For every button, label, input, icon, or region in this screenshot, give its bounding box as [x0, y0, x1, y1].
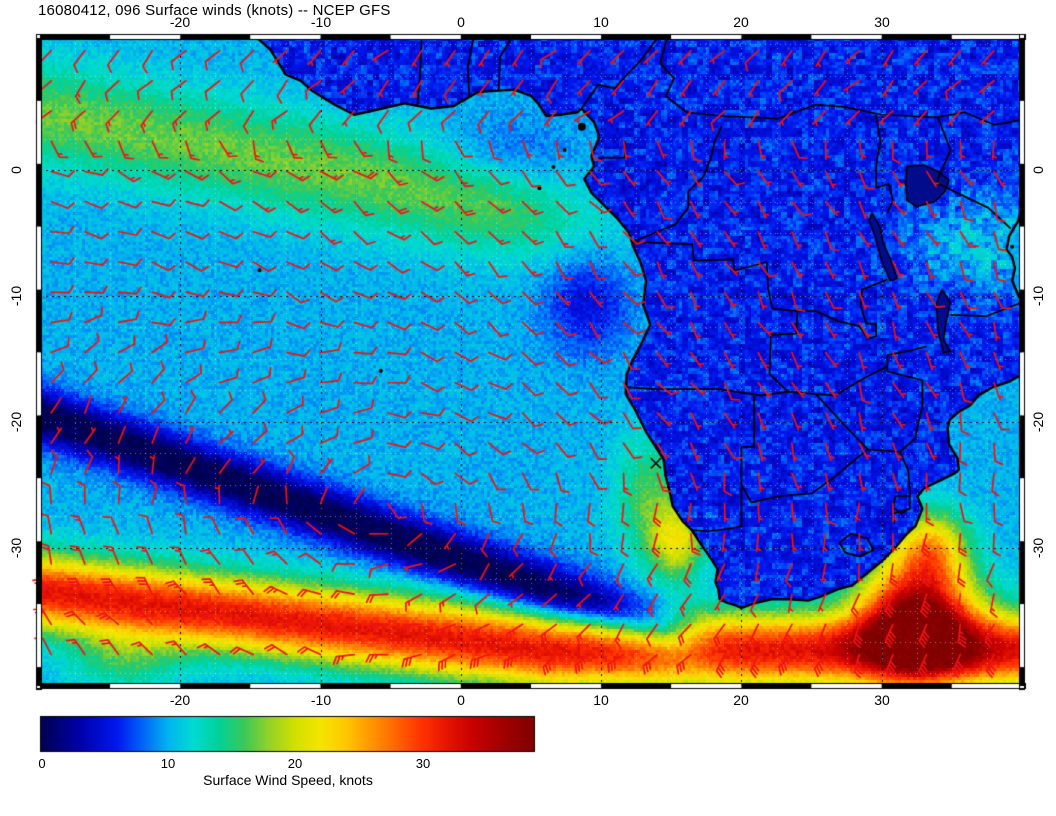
plot-title: 16080412, 096 Surface winds (knots) -- N… — [38, 2, 391, 19]
lon-tick-top: 0 — [457, 14, 465, 30]
lon-tick-top: -10 — [310, 14, 332, 30]
colorbar-tick: 20 — [287, 756, 303, 771]
lon-tick-top: 10 — [593, 14, 609, 30]
colorbar-tick: 10 — [160, 756, 176, 771]
lat-tick-left: -30 — [8, 537, 24, 559]
lon-tick-top: 30 — [874, 14, 890, 30]
lon-tick-bottom: 10 — [593, 692, 609, 708]
lon-tick-bottom: 20 — [733, 692, 749, 708]
lon-tick-top: 20 — [733, 14, 749, 30]
lat-tick-left: -10 — [8, 285, 24, 307]
lat-tick-right: -20 — [1030, 411, 1046, 433]
lat-tick-right: -10 — [1030, 285, 1046, 307]
lat-tick-left: -20 — [8, 411, 24, 433]
lat-tick-right: 0 — [1030, 166, 1046, 174]
lat-tick-right: -30 — [1030, 537, 1046, 559]
lon-tick-top: -20 — [169, 14, 191, 30]
lon-tick-bottom: -20 — [169, 692, 191, 708]
colorbar-caption: Surface Wind Speed, knots — [203, 772, 373, 788]
lon-tick-bottom: 30 — [874, 692, 890, 708]
lat-tick-left: 0 — [8, 166, 24, 174]
lon-tick-bottom: 0 — [457, 692, 465, 708]
colorbar-tick: 0 — [38, 756, 46, 771]
colorbar-tick: 30 — [415, 756, 431, 771]
lon-tick-bottom: -10 — [310, 692, 332, 708]
